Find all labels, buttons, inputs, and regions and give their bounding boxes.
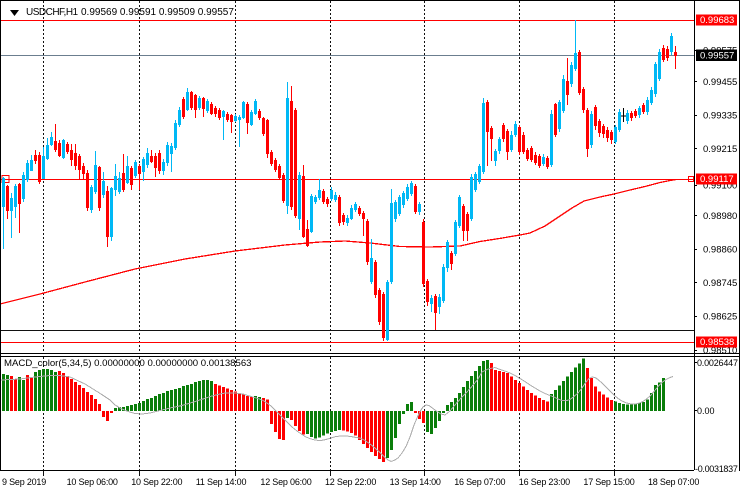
svg-text:0.99100: 0.99100 [703, 181, 737, 192]
svg-text:0.98538: 0.98538 [700, 337, 734, 348]
svg-text:11 Sep 14:00: 11 Sep 14:00 [196, 477, 247, 487]
svg-text:0.99683: 0.99683 [700, 15, 734, 26]
svg-text:0.0026447: 0.0026447 [697, 358, 738, 368]
svg-text:0.99335: 0.99335 [703, 111, 737, 122]
svg-text:12 Sep 22:00: 12 Sep 22:00 [325, 477, 376, 487]
svg-text:0.98860: 0.98860 [703, 245, 737, 256]
svg-text:13 Sep 14:00: 13 Sep 14:00 [390, 477, 441, 487]
svg-text:10 Sep 22:00: 10 Sep 22:00 [131, 477, 182, 487]
svg-text:16 Sep 23:00: 16 Sep 23:00 [519, 477, 570, 487]
svg-text:0.98510: 0.98510 [703, 346, 737, 357]
svg-text:0.99117: 0.99117 [700, 174, 734, 185]
svg-text:0.98625: 0.98625 [703, 312, 737, 323]
svg-text:0.99215: 0.99215 [703, 144, 737, 155]
svg-text:9 Sep 2019: 9 Sep 2019 [2, 477, 46, 487]
svg-text:0.00: 0.00 [697, 406, 715, 416]
svg-text:0.98980: 0.98980 [703, 211, 737, 222]
svg-text:10 Sep 06:00: 10 Sep 06:00 [67, 477, 118, 487]
svg-text:0.99557: 0.99557 [700, 51, 734, 62]
svg-text:-0.0031837: -0.0031837 [695, 464, 738, 474]
svg-text:0.98745: 0.98745 [703, 278, 737, 289]
svg-text:17 Sep 15:00: 17 Sep 15:00 [583, 477, 634, 487]
svg-text:18 Sep 07:00: 18 Sep 07:00 [648, 477, 699, 487]
svg-text:USDCHF,H1: USDCHF,H1 [26, 7, 79, 18]
svg-text:MACD_color(5,34,5) 0.00000000: MACD_color(5,34,5) 0.00000000 0.00000000… [4, 358, 252, 369]
svg-text:0.99455: 0.99455 [703, 77, 737, 88]
svg-text:0.99569 0.99591 0.99509 0.9955: 0.99569 0.99591 0.99509 0.99557 [81, 7, 234, 18]
svg-text:12 Sep 06:00: 12 Sep 06:00 [260, 477, 311, 487]
svg-text:16 Sep 07:00: 16 Sep 07:00 [454, 477, 505, 487]
